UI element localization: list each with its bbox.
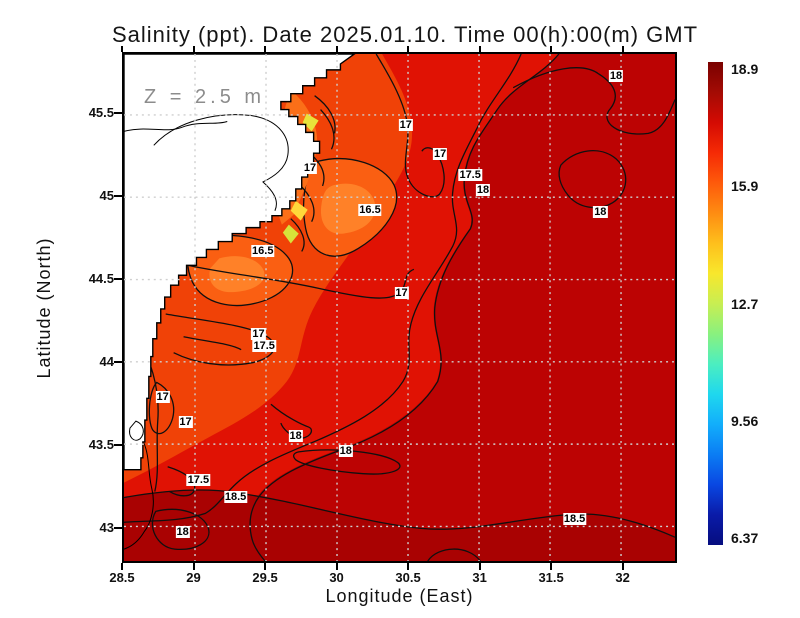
x-tick-mark: [121, 563, 123, 570]
contour-label: 17: [155, 391, 170, 404]
river-mouth-sliver: [282, 224, 299, 244]
contour-label: 17: [251, 328, 266, 341]
y-tick-mark: [114, 112, 122, 115]
y-tick-label: 45.5: [88, 105, 114, 121]
x-tick-mark-top: [621, 46, 624, 52]
x-tick-mark-top: [121, 46, 123, 52]
land-mask: [124, 54, 356, 471]
salinity-contour-map: [124, 54, 675, 561]
x-tick-mark: [335, 563, 338, 570]
y-tick-label: 43.5: [88, 437, 114, 453]
contour-label: 18.5: [562, 512, 587, 525]
x-tick-label: 30.5: [395, 570, 421, 585]
coastline-detail: [124, 114, 289, 550]
fresh-pool-a-core: [320, 183, 376, 234]
x-tick-mark-top: [335, 46, 338, 52]
colorbar-tick-label: 15.9: [731, 178, 759, 195]
x-tick-mark: [478, 563, 481, 570]
contour-label: 18.5: [223, 490, 248, 503]
x-tick-label: 31.5: [538, 570, 564, 585]
y-tick-label: 44.5: [88, 271, 114, 287]
x-tick-mark: [264, 563, 267, 570]
x-tick-mark-top: [407, 46, 410, 52]
gridlines: [124, 54, 675, 561]
contour-label: 17.5: [458, 169, 482, 182]
highest-salinity-bottom-band: [124, 490, 675, 561]
y-axis-label: Latitude (North): [34, 237, 54, 379]
x-tick-label: 28.5: [109, 570, 135, 585]
y-tick-label: 45: [99, 188, 114, 204]
x-tick-mark-top: [478, 46, 481, 52]
x-axis-label: Longitude (East): [325, 586, 474, 606]
x-tick-label: 32: [615, 570, 630, 585]
y-tick-mark: [114, 278, 122, 281]
contour-label: 18: [593, 205, 608, 218]
colorbar: [708, 62, 723, 545]
contour-label: 18: [288, 429, 303, 442]
y-tick-label: 43: [99, 520, 114, 536]
contour-label: 17.5: [252, 340, 276, 352]
contour-label: 17: [398, 119, 413, 132]
colorbar-tick-label: 9.56: [731, 412, 759, 429]
y-tick-mark: [114, 527, 122, 530]
y-tick-mark: [114, 195, 122, 198]
y-tick-mark: [114, 444, 122, 447]
colorbar-tick-label: 6.37: [731, 530, 759, 546]
x-tick-mark: [407, 563, 410, 570]
plot-title: Salinity (ppt). Date 2025.01.10. Time 00…: [111, 22, 699, 47]
contour-label: 17: [394, 286, 409, 299]
contour-label: 17: [432, 147, 448, 160]
colorbar-tick-label: 12.7: [731, 295, 759, 312]
river-mouth-sliver: [302, 113, 319, 132]
x-tick-mark-top: [192, 46, 195, 52]
x-tick-label: 29: [186, 570, 201, 585]
colorbar-tick-labels: 18.9 15.9 12.7 9.56 6.37: [731, 62, 758, 545]
x-tick-mark-top: [550, 46, 553, 52]
depth-annotation: Z = 2.5 m: [144, 86, 266, 108]
x-tick-mark: [192, 563, 195, 570]
contour-label: 16.5: [251, 245, 275, 258]
x-tick-mark: [550, 563, 553, 570]
colorbar-tick-label: 18.9: [731, 61, 759, 77]
contour-label: 18: [338, 444, 353, 457]
x-tick-label: 29.5: [252, 570, 278, 585]
x-tick-label: 31: [472, 570, 487, 585]
contour-label: 17: [302, 162, 318, 175]
contour-label: 17: [178, 416, 193, 429]
contour-label: 16.5: [358, 203, 382, 216]
contour-label: 18: [608, 69, 624, 82]
high-salinity-region: [249, 54, 675, 561]
y-tick-label: 44: [99, 354, 114, 370]
x-tick-mark: [621, 563, 624, 570]
contour-label: 17.5: [186, 474, 211, 487]
map-plot-area: Z = 2.5 m 17 17 17.5 18 18 18 17 16.5 16.5 17 17 17…: [122, 52, 677, 563]
contour-label: 18: [475, 184, 491, 197]
y-tick-mark: [114, 361, 122, 364]
river-mouth-sliver: [290, 200, 308, 221]
contour-label: 18: [175, 525, 190, 538]
x-tick-mark-top: [264, 46, 267, 52]
x-tick-label: 30: [329, 570, 344, 585]
